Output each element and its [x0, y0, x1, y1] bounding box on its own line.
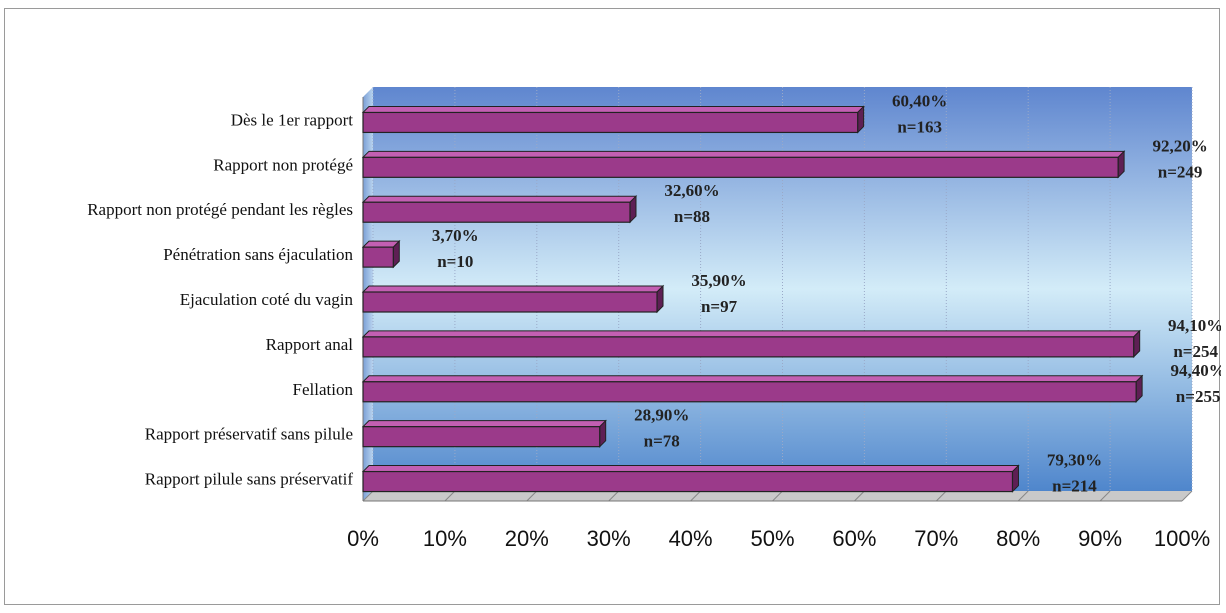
bar-count-label: n=254: [1173, 342, 1218, 361]
bar-top-face: [361, 105, 865, 113]
category-label: Rapport anal: [266, 335, 354, 354]
floor-gridline: [1099, 490, 1111, 502]
category-label: Dès le 1er rapport: [231, 110, 354, 129]
bar-value-label: 79,30%: [1047, 451, 1102, 470]
x-tick-label: 20%: [505, 526, 549, 551]
bar-count-label: n=163: [897, 117, 942, 136]
floor-gridline: [608, 490, 620, 502]
x-tick-label: 50%: [750, 526, 794, 551]
bar-count-label: n=249: [1158, 162, 1203, 181]
category-label: Rapport non protégé: [213, 155, 353, 174]
bar-value-label: 60,40%: [892, 91, 947, 110]
x-tick-label: 10%: [423, 526, 467, 551]
x-tick-label: 70%: [914, 526, 958, 551]
bar-top-face: [361, 330, 1141, 338]
bar-count-label: n=255: [1176, 387, 1221, 406]
floor-gridline: [690, 490, 701, 502]
bar-count-label: n=97: [701, 297, 738, 316]
bar-count-label: n=88: [674, 207, 710, 226]
floor-gridline: [526, 490, 538, 502]
floor-gridline: [1017, 490, 1029, 502]
bar: [362, 156, 1119, 178]
x-tick-label: 0%: [347, 526, 379, 551]
category-label: Rapport préservatif sans pilule: [145, 425, 353, 444]
category-label: Pénétration sans éjaculation: [163, 245, 353, 264]
floor-gridline: [772, 490, 783, 502]
chart-frame: 0% 10% 20% 30% 40% 50% 60% 70% 80% 90% 100% Dès le …: [4, 8, 1221, 605]
category-label: Rapport pilule sans préservatif: [145, 470, 354, 489]
floor-gridline: [854, 490, 865, 502]
x-tick-label: 40%: [669, 526, 713, 551]
bar: [362, 381, 1137, 403]
bar-top-face: [361, 285, 665, 293]
bar: [362, 111, 859, 134]
category-label: Ejaculation coté du vagin: [180, 290, 354, 309]
bar-count-label: n=214: [1052, 477, 1097, 496]
bar-chart: 0% 10% 20% 30% 40% 50% 60% 70% 80% 90% 100% Dès le …: [87, 87, 1221, 551]
bar-top-face: [361, 465, 1020, 473]
bar-value-label: 94,40%: [1171, 361, 1221, 380]
bar-top-face: [361, 195, 638, 203]
bar: [362, 426, 601, 448]
x-tick-label: 80%: [996, 526, 1040, 551]
bar: [362, 291, 658, 313]
bar-value-label: 32,60%: [664, 181, 719, 200]
floor-gridline: [935, 490, 947, 502]
category-label: Rapport non protégé pendant les règles: [87, 200, 353, 219]
bar-value-label: 92,20%: [1152, 136, 1207, 155]
x-tick-label: 30%: [587, 526, 631, 551]
category-label: Fellation: [293, 380, 354, 399]
bar-top-face: [361, 375, 1144, 383]
bar: [362, 246, 394, 268]
bar-count-label: n=10: [437, 252, 473, 271]
bar-value-label: 94,10%: [1168, 316, 1221, 335]
bar-count-label: n=78: [644, 432, 680, 451]
x-tick-label: 90%: [1078, 526, 1122, 551]
floor-gridline: [444, 490, 456, 502]
bar: [362, 470, 1014, 493]
bar-top-face: [361, 420, 607, 428]
floor-gridline: [1181, 490, 1193, 502]
x-tick-label: 60%: [832, 526, 876, 551]
floor-gridline: [362, 490, 374, 502]
bar-top-face: [361, 150, 1126, 158]
bar-value-label: 35,90%: [691, 271, 746, 290]
bar: [362, 336, 1135, 358]
bar-value-label: 28,90%: [634, 406, 689, 425]
bar-value-label: 3,70%: [432, 226, 479, 245]
x-tick-label: 100%: [1154, 526, 1210, 551]
bar: [362, 201, 631, 223]
